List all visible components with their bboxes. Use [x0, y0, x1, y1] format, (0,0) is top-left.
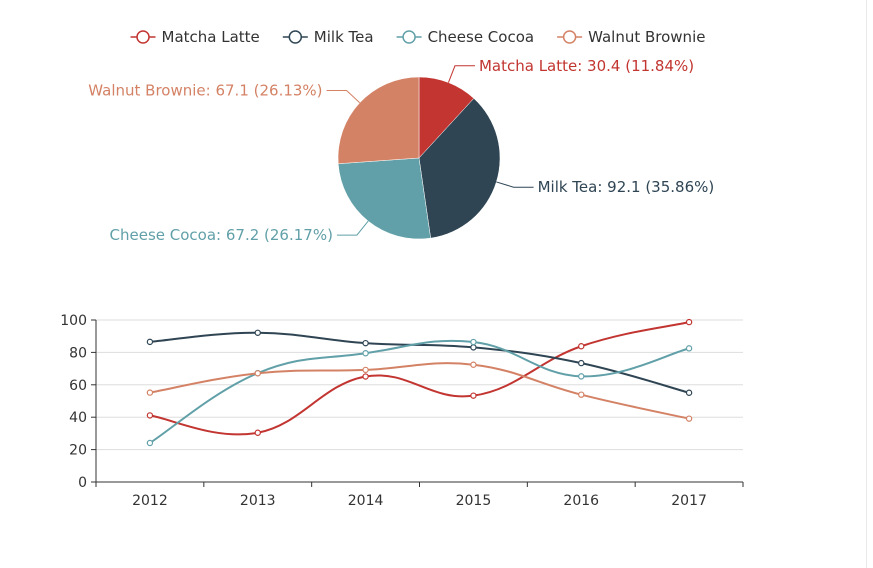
x-tick-label: 2013: [240, 493, 276, 509]
series-matcha-latte: [146, 318, 693, 436]
x-tick-label: 2014: [348, 493, 384, 509]
legend-item-matcha-latte[interactable]: Matcha Latte: [130, 28, 260, 46]
pie-label-cheese-cocoa: Cheese Cocoa: 67.2 (26.17%): [110, 226, 333, 244]
series-line-cheese-cocoa[interactable]: [149, 339, 690, 444]
x-tick-label: 2015: [456, 493, 492, 509]
data-point-walnut-brownie-2014[interactable]: [362, 366, 369, 374]
legend-item-cheese-cocoa[interactable]: Cheese Cocoa: [396, 28, 535, 46]
legend-label: Cheese Cocoa: [428, 28, 535, 46]
data-point-cheese-cocoa-2016[interactable]: [578, 373, 585, 380]
legend-label: Milk Tea: [314, 28, 374, 46]
data-point-matcha-latte-2017[interactable]: [685, 318, 693, 326]
data-point-cheese-cocoa-2012[interactable]: [146, 439, 154, 447]
x-tick-label: 2012: [132, 493, 168, 509]
pie-label-matcha-latte: Matcha Latte: 30.4 (11.84%): [479, 57, 694, 75]
series-line-matcha-latte[interactable]: [149, 321, 690, 436]
legend-label: Walnut Brownie: [588, 28, 705, 46]
data-point-cheese-cocoa-2015[interactable]: [470, 338, 477, 346]
legend-circle-icon: [402, 30, 416, 44]
data-point-milk-tea-2012[interactable]: [146, 338, 154, 346]
pie-slice-walnut-brownie[interactable]: [337, 76, 420, 165]
pie-slice-milk-tea[interactable]: [418, 98, 501, 239]
y-tick-label: 0: [78, 475, 87, 491]
y-tick-label: 40: [69, 410, 87, 426]
legend-item-walnut-brownie[interactable]: Walnut Brownie: [557, 28, 705, 46]
data-point-milk-tea-2013[interactable]: [254, 329, 261, 336]
pie-label-line-milk-tea: [496, 181, 534, 188]
data-point-matcha-latte-2016[interactable]: [578, 343, 585, 350]
y-tick-label: 20: [69, 443, 87, 459]
pie-label-line-walnut-brownie: [326, 90, 361, 104]
legend-item-milk-tea[interactable]: Milk Tea: [282, 28, 374, 46]
data-point-milk-tea-2014[interactable]: [362, 339, 369, 347]
data-point-cheese-cocoa-2014[interactable]: [362, 350, 369, 357]
data-point-walnut-brownie-2015[interactable]: [470, 361, 477, 368]
legend[interactable]: Matcha Latte Milk Tea Cheese Cocoa Walnut B…: [130, 28, 706, 46]
series-line-walnut-brownie[interactable]: [149, 362, 690, 420]
data-point-walnut-brownie-2016[interactable]: [578, 391, 585, 398]
data-point-milk-tea-2015[interactable]: [470, 344, 477, 351]
series-line-milk-tea[interactable]: [149, 331, 690, 394]
y-tick-label: 80: [69, 345, 87, 361]
pie-label-line-cheese-cocoa: [336, 220, 369, 236]
data-point-matcha-latte-2012[interactable]: [146, 412, 154, 419]
series-cheese-cocoa: [146, 338, 693, 447]
pie-slice-cheese-cocoa[interactable]: [337, 157, 431, 240]
legend-label: Matcha Latte: [162, 28, 260, 46]
y-tick-label: 60: [69, 378, 87, 394]
data-point-milk-tea-2016[interactable]: [578, 359, 585, 367]
line-chart: 0 20 40 60 80 100 2012 2013 2014 2015 2016 2017: [60, 313, 744, 509]
data-point-milk-tea-2017[interactable]: [685, 389, 693, 396]
data-point-walnut-brownie-2012[interactable]: [146, 389, 154, 396]
x-tick-label: 2016: [563, 493, 599, 509]
x-tick-label: 2017: [671, 493, 707, 509]
data-point-cheese-cocoa-2017[interactable]: [685, 345, 693, 352]
pie-label-milk-tea: Milk Tea: 92.1 (35.86%): [538, 178, 715, 196]
pie-label-line-matcha-latte: [447, 65, 475, 83]
pie-chart: Matcha Latte: 30.4 (11.84%) Milk Tea: 92.…: [88, 57, 714, 244]
legend-circle-icon: [562, 30, 577, 44]
panel-divider: [866, 0, 867, 568]
data-point-walnut-brownie-2013[interactable]: [254, 370, 261, 377]
y-tick-label: 100: [60, 313, 87, 329]
pie-slice-matcha-latte[interactable]: [418, 76, 475, 159]
series-walnut-brownie: [146, 361, 693, 422]
pie-label-walnut-brownie: Walnut Brownie: 67.1 (26.13%): [88, 82, 322, 100]
legend-circle-icon: [288, 30, 303, 44]
data-point-walnut-brownie-2017[interactable]: [685, 415, 693, 422]
data-point-matcha-latte-2013[interactable]: [254, 429, 261, 436]
legend-circle-icon: [136, 30, 150, 44]
data-point-matcha-latte-2014[interactable]: [362, 373, 369, 380]
data-point-matcha-latte-2015[interactable]: [470, 392, 477, 399]
